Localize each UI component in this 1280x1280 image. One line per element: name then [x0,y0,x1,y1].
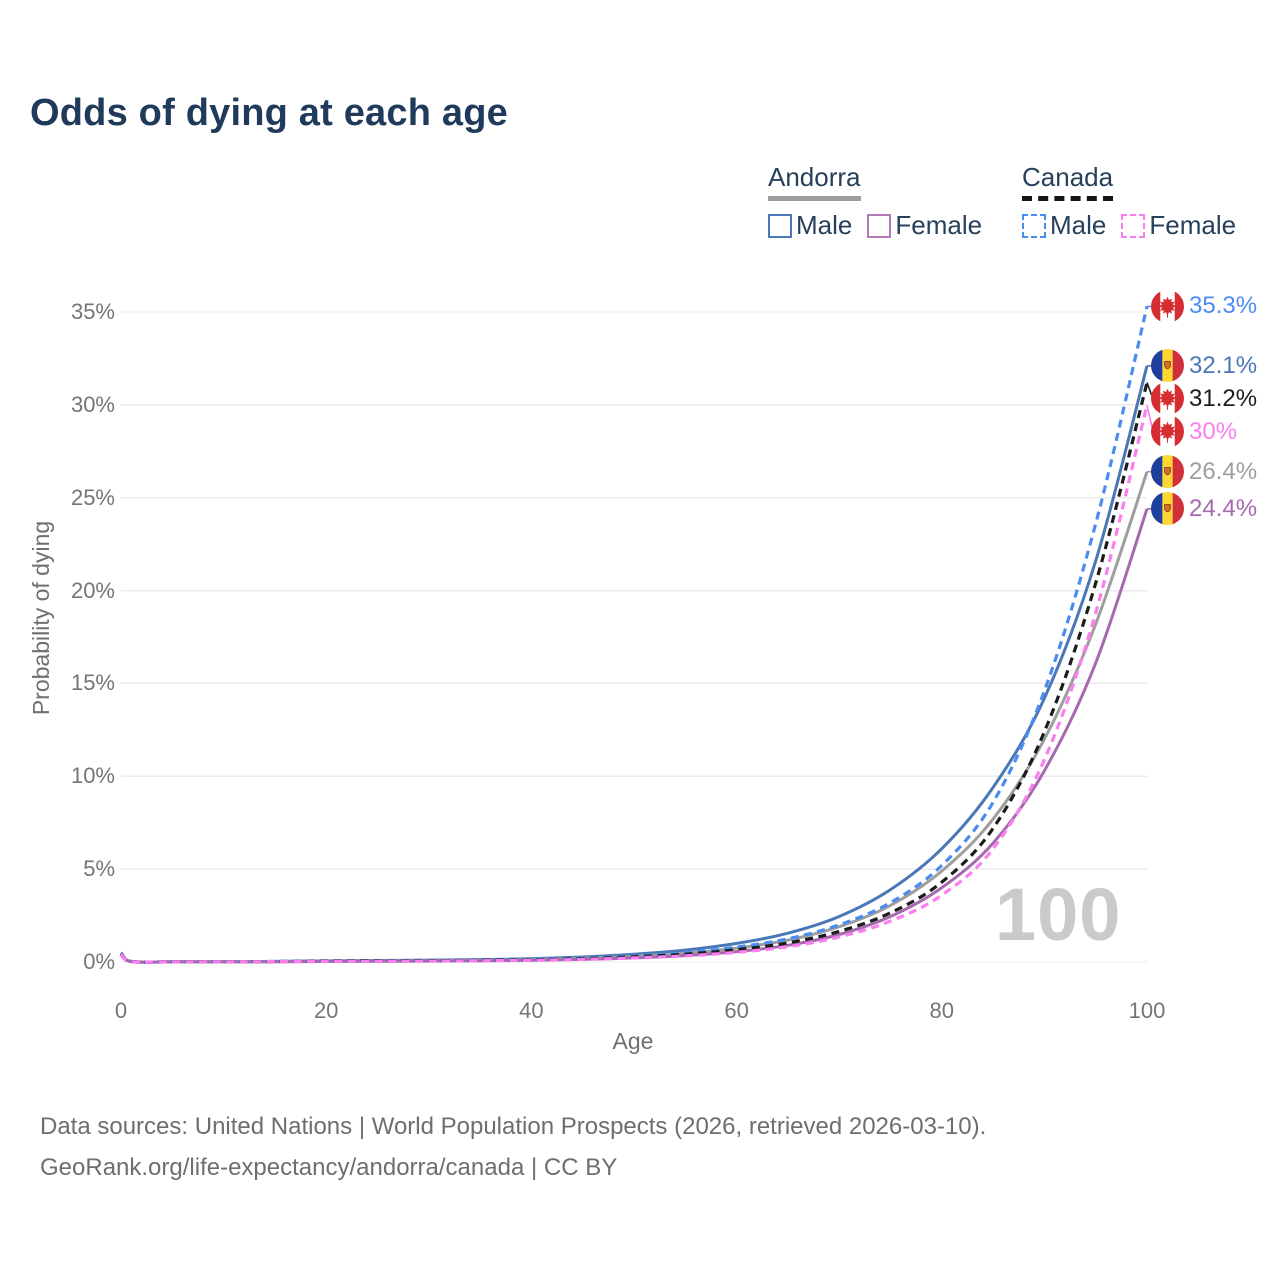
andorra-female-swatch-icon [867,213,892,238]
y-axis-title: Probability of dying [28,520,54,716]
y-tick: 15% [70,670,115,696]
flag-andorra-icon [1151,455,1184,489]
legend-item-canada-male[interactable]: Male [1022,210,1106,241]
series-lines [119,306,1149,964]
x-tick: 0 [114,998,128,1023]
legend-group-andorra: Andorra Male Female [768,162,997,241]
legend-label-andorra-male: Male [796,210,853,240]
end-label: 35.3% [1151,289,1258,323]
flag-canada-icon [1151,415,1184,449]
end-label-value: 26.4% [1189,457,1258,485]
legend-label-andorra-female: Female [895,210,983,240]
legend-group-canada: Canada Male Female [1022,162,1251,241]
legend-label-canada-female: Female [1149,210,1237,240]
y-tick: 10% [70,763,115,789]
end-label-value: 32.1% [1189,351,1258,379]
end-label: 26.4% [1151,455,1258,489]
flag-andorra-icon [1151,492,1184,526]
canada-male-swatch-icon [1022,213,1046,238]
end-label: 24.4% [1151,492,1258,526]
x-tick: 100 [1128,998,1166,1023]
y-tick: 30% [70,391,115,417]
legend-item-andorra-male[interactable]: Male [768,210,852,241]
y-tick: 25% [70,484,115,510]
y-tick: 20% [70,577,115,603]
end-label: 31.2% [1151,382,1258,416]
x-tick: 40 [519,998,544,1023]
footer-attribution: GeoRank.org/life-expectancy/andorra/cana… [40,1154,618,1181]
series-line-andorra-female [119,508,1149,964]
series-line-andorra-both-sexes [119,471,1149,964]
legend-group-canada-label: Canada [1022,162,1114,201]
series-line-canada-female [119,404,1149,964]
end-label-value: 24.4% [1189,494,1258,522]
x-tick: 60 [724,998,749,1023]
x-tick: 80 [929,998,955,1023]
andorra-male-swatch-icon [768,213,792,238]
legend-group-andorra-label: Andorra [768,162,861,201]
footer-sources: Data sources: United Nations | World Pop… [40,1113,987,1140]
canada-female-swatch-icon [1121,213,1146,238]
legend-item-andorra-female[interactable]: Female [867,210,982,241]
y-tick: 5% [83,856,115,882]
y-tick: 0% [83,949,115,974]
gridlines [121,311,1147,963]
end-label-value: 30% [1189,417,1238,445]
end-label: 32.1% [1151,349,1258,383]
end-label-value: 31.2% [1189,384,1258,412]
series-line-andorra-male [119,365,1149,964]
legend-item-canada-female[interactable]: Female [1121,210,1236,241]
end-label: 30% [1151,415,1238,449]
flag-andorra-icon [1151,349,1184,383]
y-tick: 35% [70,299,115,324]
series-line-canada-both-sexes [119,382,1149,964]
age-counter-watermark: 100 [995,873,1122,956]
footer: Data sources: United Nations | World Pop… [40,1106,986,1188]
page-title: Odds of dying at each age [30,92,508,134]
flag-canada-icon [1151,382,1184,416]
x-axis-title: Age [612,1028,654,1054]
flag-canada-icon [1151,289,1184,323]
x-tick: 20 [313,998,339,1023]
legend-label-canada-male: Male [1050,210,1107,240]
end-label-value: 35.3% [1189,292,1258,320]
